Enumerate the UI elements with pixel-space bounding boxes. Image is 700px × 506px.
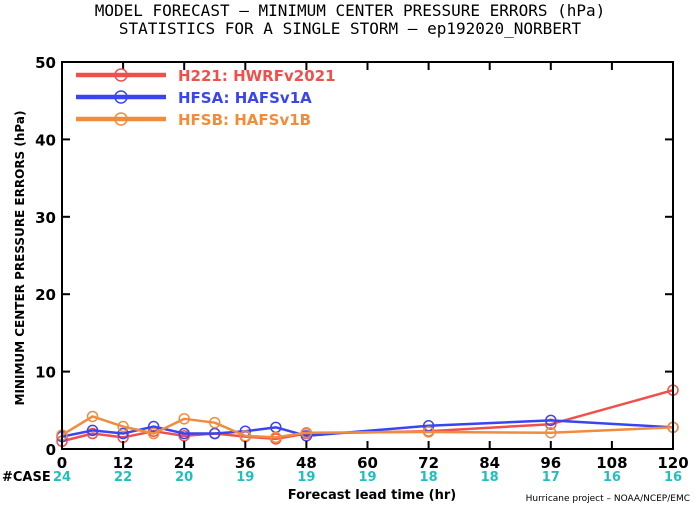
x-tick-label: 84 bbox=[479, 454, 500, 472]
case-count: 20 bbox=[175, 470, 193, 485]
x-tick-label: 24 bbox=[174, 454, 195, 472]
x-tick-label: 12 bbox=[113, 454, 134, 472]
series-point-1 bbox=[545, 414, 557, 427]
case-count: 22 bbox=[114, 470, 132, 485]
case-count: 18 bbox=[420, 470, 438, 485]
series-point-1 bbox=[86, 424, 99, 437]
case-count: 19 bbox=[297, 470, 315, 485]
y-tick-label: 30 bbox=[35, 209, 56, 227]
chart-subtitle: STATISTICS FOR A SINGLE STORM – ep192020… bbox=[119, 19, 582, 38]
x-tick-label: 72 bbox=[418, 454, 439, 472]
x-tick-label: 48 bbox=[296, 454, 317, 472]
chart-title: MODEL FORECAST – MINIMUM CENTER PRESSURE… bbox=[95, 1, 606, 20]
x-axis-label: Forecast lead time (hr) bbox=[288, 488, 456, 503]
case-count: 24 bbox=[53, 470, 71, 485]
y-tick-label: 0 bbox=[46, 441, 56, 459]
series-point-2 bbox=[117, 420, 129, 433]
case-count: 19 bbox=[358, 470, 376, 485]
legend-entry-0: H221: HWRFv2021 bbox=[178, 67, 336, 85]
x-tick-label: 0 bbox=[57, 454, 67, 472]
y-axis-label: MINIMUM CENTER PRESSURE ERRORS (hPa) bbox=[13, 111, 27, 406]
series-point-0 bbox=[86, 427, 99, 440]
case-count: 17 bbox=[542, 470, 560, 485]
series-point-2 bbox=[422, 426, 435, 438]
series-point-2 bbox=[178, 413, 190, 425]
case-count: 18 bbox=[481, 470, 499, 485]
case-count: 16 bbox=[664, 470, 682, 485]
y-tick-label: 40 bbox=[35, 131, 56, 149]
x-tick-label: 108 bbox=[596, 454, 627, 472]
case-count: 19 bbox=[236, 470, 254, 485]
legend-marker-2 bbox=[114, 112, 128, 126]
case-count: 16 bbox=[603, 470, 621, 485]
series-point-1 bbox=[147, 420, 160, 433]
legend-marker-1 bbox=[114, 90, 128, 104]
series-point-2 bbox=[86, 410, 99, 423]
legend-entry-2: HFSB: HAFSv1B bbox=[178, 111, 311, 129]
series-point-2 bbox=[300, 426, 313, 439]
y-tick-label: 10 bbox=[35, 364, 56, 382]
series-point-2 bbox=[239, 430, 252, 442]
x-tick-label: 60 bbox=[357, 454, 378, 472]
legend-marker-0 bbox=[114, 68, 128, 82]
series-point-2 bbox=[270, 431, 282, 444]
series-point-2 bbox=[209, 416, 221, 429]
y-tick-label: 20 bbox=[35, 286, 56, 304]
x-tick-label: 120 bbox=[657, 454, 688, 472]
series-point-1 bbox=[178, 427, 190, 440]
series-point-2 bbox=[147, 427, 160, 440]
credit-text: Hurricane project – NOAA/NCEP/EMC bbox=[526, 494, 690, 504]
series-point-2 bbox=[545, 426, 557, 439]
series-point-1 bbox=[117, 427, 129, 440]
x-tick-label: 96 bbox=[540, 454, 561, 472]
y-tick-label: 50 bbox=[35, 54, 56, 72]
case-label: #CASE bbox=[2, 470, 51, 485]
series-point-1 bbox=[300, 430, 313, 442]
legend-entry-1: HFSA: HAFSv1A bbox=[178, 89, 312, 107]
x-tick-label: 36 bbox=[235, 454, 256, 472]
series-point-1 bbox=[209, 427, 221, 440]
